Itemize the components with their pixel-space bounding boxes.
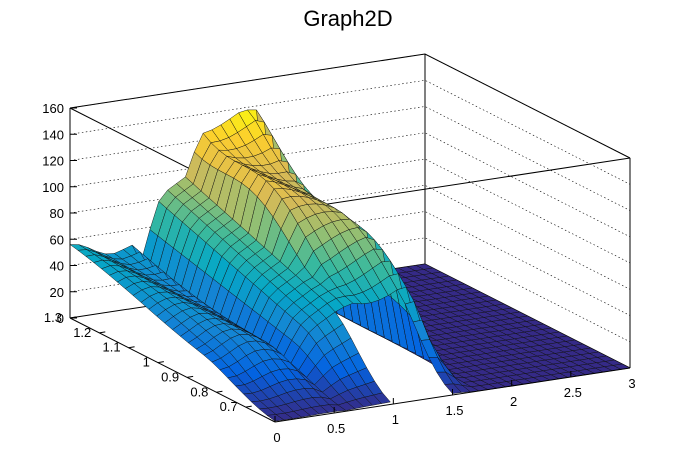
z-gridline (69, 132, 631, 238)
z-tick-label: 160 (42, 101, 64, 116)
x-tick-label: 1.5 (445, 403, 463, 418)
y-tick-label: 1 (143, 355, 150, 370)
y-tick (245, 405, 252, 408)
z-tick-label: 100 (42, 180, 64, 195)
z-tick-label: 120 (42, 154, 64, 169)
chart-title: Graph2D (303, 6, 392, 31)
x-tick-label: 1 (392, 412, 399, 427)
z-gridline (69, 237, 631, 343)
x-tick-label: 2.5 (564, 385, 582, 400)
box-top-back (69, 53, 631, 159)
axes: 00.511.522.530.70.80.911.11.21.302040608… (42, 101, 635, 445)
surface-cell (373, 392, 391, 404)
y-tick (99, 331, 106, 334)
z-gridline (69, 211, 631, 316)
y-tick-label: 0.9 (161, 369, 179, 384)
x-tick-label: 3 (628, 376, 635, 391)
z-gridline (69, 53, 631, 159)
z-tick-label: 40 (50, 259, 64, 274)
box-top-front-right (274, 157, 631, 213)
z-gridline (69, 158, 631, 264)
frame-back (69, 53, 631, 369)
y-tick (187, 375, 194, 378)
y-axis-line (69, 317, 276, 423)
z-gridline (69, 106, 631, 211)
y-tick-label: 1.1 (102, 340, 120, 355)
z-tick-label: 140 (42, 127, 64, 142)
z-tick-label: 60 (50, 232, 64, 247)
y-tick-label: 0.8 (190, 384, 208, 399)
y-tick (128, 346, 135, 349)
z-gridline (69, 79, 631, 185)
x-tick-label: 0 (273, 430, 280, 445)
y-tick-label: 1.3 (44, 310, 62, 325)
z-gridline (69, 184, 631, 290)
y-tick-label: 1.2 (73, 325, 91, 340)
z-tick-label: 80 (50, 206, 64, 221)
y-tick (157, 361, 164, 364)
x-tick-label: 2 (510, 394, 517, 409)
z-tick-label: 20 (50, 285, 64, 300)
z-tick-label: 0 (57, 311, 64, 326)
y-tick-label: 0.7 (220, 399, 238, 414)
y-tick (216, 390, 223, 393)
surface-plot (69, 109, 631, 422)
x-tick-label: 0.5 (327, 421, 345, 436)
